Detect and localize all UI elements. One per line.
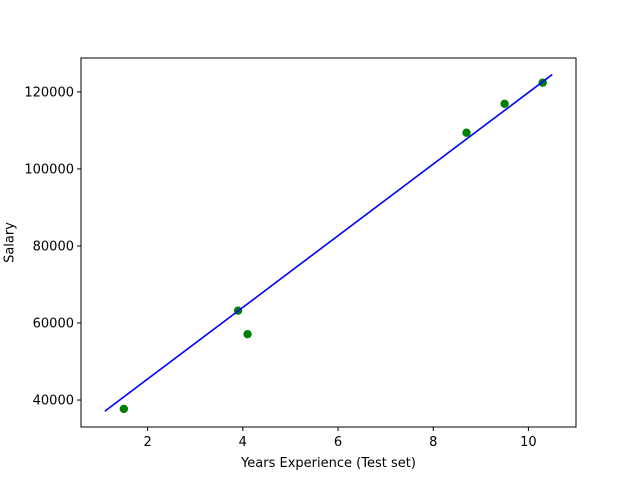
plot-area [104,73,553,414]
x-tick-label: 4 [239,435,247,450]
y-tick-label: 40000 [33,394,74,409]
y-tick-label: 60000 [33,317,74,332]
data-point-1 [119,404,129,414]
y-tick-label: 100000 [24,162,74,177]
x-axis-label: Years Experience (Test set) [240,456,416,471]
data-point-3 [243,329,252,339]
regression-line [104,73,553,412]
y-tick-label: 120000 [24,85,74,100]
x-tick-label: 8 [429,435,437,450]
y-axis-label: Salary [3,222,18,263]
axes-frame [80,57,577,428]
y-tick-label: 80000 [33,239,74,254]
y-axis: 40000 60000 80000 100000 120000 [24,85,81,409]
x-tick-label: 10 [520,435,537,450]
x-tick-label: 6 [334,435,342,450]
x-tick-label: 2 [143,435,151,450]
data-point-5 [500,99,509,109]
data-point-4 [462,128,471,137]
x-axis: 2 4 6 8 10 [143,427,537,450]
